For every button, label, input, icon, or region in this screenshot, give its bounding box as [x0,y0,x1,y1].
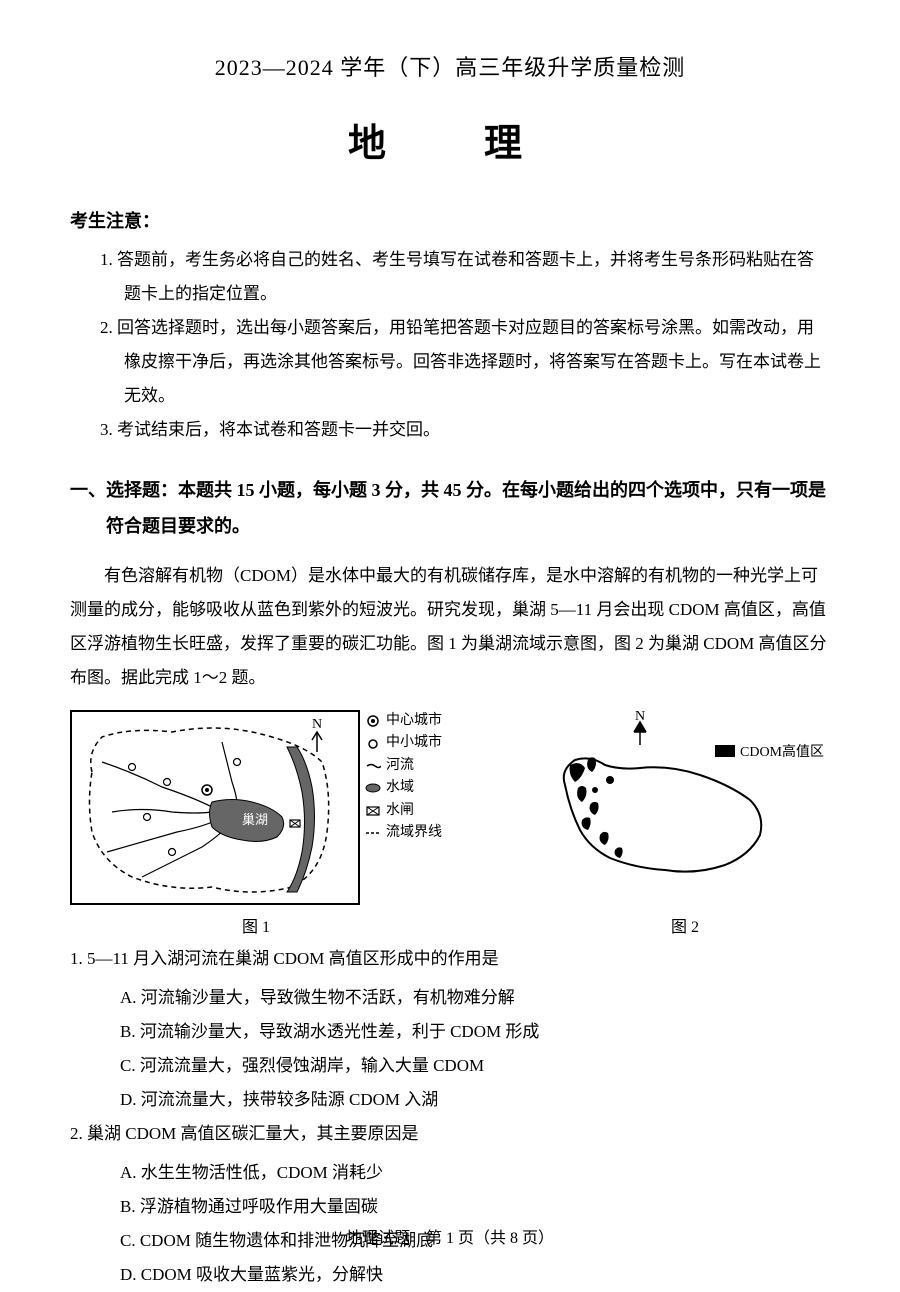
page-footer: 地理试题 第 1 页（共 8 页） [0,1224,900,1248]
legend-item: 中心城市 [365,710,442,732]
question-1-option-c: C. 河流流量大，强烈侵蚀湖岸，输入大量 CDOM [70,1049,830,1083]
legend-item: 水闸 [365,800,442,822]
water-icon [365,780,381,796]
legend-item: 水域 [365,777,442,799]
figure-1-caption: 图 1 [242,913,270,937]
legend-item: 中小城市 [365,732,442,754]
notice-list: 1. 答题前，考生务必将自己的姓名、考生号填写在试卷和答题卡上，并将考生号条形码… [70,243,830,447]
question-1-option-d: D. 河流流量大，挟带较多陆源 CDOM 入湖 [70,1083,830,1117]
question-2-stem: 2. 巢湖 CDOM 高值区碳汇量大，其主要原因是 [70,1117,830,1151]
boundary-icon [365,825,381,841]
legend-label: 河流 [386,755,414,777]
center-city-icon [365,713,381,729]
legend-label: 水域 [386,777,414,799]
legend-item: 河流 [365,755,442,777]
figure-2-container: N CDOM高值区 图 2 [540,710,830,937]
figure-2-caption: 图 2 [671,913,699,937]
map-svg: N 巢湖 [72,712,362,907]
question-1-stem: 1. 5—11 月入湖河流在巢湖 CDOM 高值区形成中的作用是 [70,942,830,976]
question-2-option-d: D. CDOM 吸收大量蓝紫光，分解快 [70,1258,830,1292]
figure-1-container: N 巢湖 [70,710,442,937]
map2-svg: N CDOM高值区 [540,710,830,905]
question-1-option-b: B. 河流输沙量大，导致湖水透光性差，利于 CDOM 形成 [70,1015,830,1049]
north-label: N [312,717,322,732]
question-2-option-a: A. 水生生物活性低，CDOM 消耗少 [70,1156,830,1190]
question-2-option-b: B. 浮游植物通过呼吸作用大量固碳 [70,1190,830,1224]
legend-cdom-label: CDOM高值区 [740,743,824,760]
north-label-2: N [635,710,645,724]
subject-title: 地 理 [70,112,830,167]
legend-label: 中小城市 [386,732,442,754]
lake-label: 巢湖 [242,812,268,827]
exam-header: 2023—2024 学年（下）高三年级升学质量检测 [70,50,830,82]
small-city-icon [365,736,381,752]
figure-1-map: N 巢湖 [70,710,360,905]
passage-text: 有色溶解有机物（CDOM）是水体中最大的有机碳储存库，是水中溶解的有机物的一种光… [70,559,830,695]
legend-label: 水闸 [386,800,414,822]
question-1-option-a: A. 河流输沙量大，导致微生物不活跃，有机物难分解 [70,981,830,1015]
figure-2-map: N CDOM高值区 [540,710,830,905]
legend-item: 流域界线 [365,822,442,844]
section-header: 一、选择题：本题共 15 小题，每小题 3 分，共 45 分。在每小题给出的四个… [70,472,830,544]
notice-item: 1. 答题前，考生务必将自己的姓名、考生号填写在试卷和答题卡上，并将考生号条形码… [100,243,830,311]
notice-item: 3. 考试结束后，将本试卷和答题卡一并交回。 [100,413,830,447]
legend-label: 流域界线 [386,822,442,844]
figure-1-legend: 中心城市 中小城市 河流 水域 水闸 [365,710,442,844]
sluice-icon [365,803,381,819]
notice-item: 2. 回答选择题时，选出每小题答案后，用铅笔把答题卡对应题目的答案标号涂黑。如需… [100,311,830,413]
river-icon [365,758,381,774]
legend-label: 中心城市 [386,710,442,732]
notice-title: 考生注意： [70,207,830,233]
figures-row: N 巢湖 [70,710,830,937]
